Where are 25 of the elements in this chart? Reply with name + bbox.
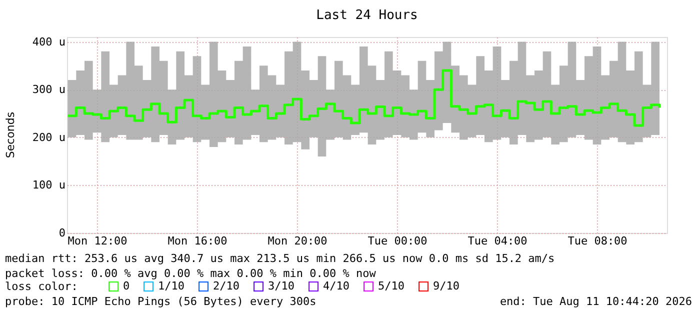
text: packet loss: 0.00 % avg 0.00 % max 0.00 % min 0.00 % now (5, 267, 376, 280)
y-tick-label: 100 u (32, 178, 66, 192)
text: median rtt: 253.6 us avg 340.7 us max 213.5 us min 266.5 us now 0.0 ms sd 15.2 am/s (5, 252, 555, 265)
legend-label: 2/10 (213, 280, 240, 293)
x-tick-label: Mon 16:00 (168, 234, 228, 248)
y-tick-label: 200 u (32, 130, 66, 144)
y-axis-title: Seconds (4, 112, 17, 158)
legend-label: 9/10 (433, 280, 460, 293)
legend-label: 3/10 (268, 280, 294, 293)
y-tick-label: 300 u (32, 83, 66, 96)
legend-label: 1/10 (158, 280, 184, 293)
x-tick-label: Mon 12:00 (68, 234, 128, 248)
x-tick-label: Tue 04:00 (468, 234, 528, 248)
y-tick-label: 400 u (32, 35, 66, 48)
legend-label: 4/10 (323, 280, 350, 293)
x-tick-label: Mon 20:00 (268, 234, 328, 248)
y-tick-label: 0 (58, 226, 66, 240)
x-tick-label: Tue 00:00 (368, 234, 428, 248)
legend-label: 0 (123, 280, 130, 293)
x-tick-label: Tue 08:00 (568, 234, 628, 248)
text: end: Tue Aug 11 10:44:20 2026 (500, 295, 692, 308)
text: probe: 10 ICMP Echo Pings (56 Bytes) every 300s (5, 295, 316, 308)
chart-title: Last 24 Hours (316, 8, 418, 23)
legend-title: loss color: (5, 280, 78, 293)
legend-label: 5/10 (378, 280, 404, 293)
